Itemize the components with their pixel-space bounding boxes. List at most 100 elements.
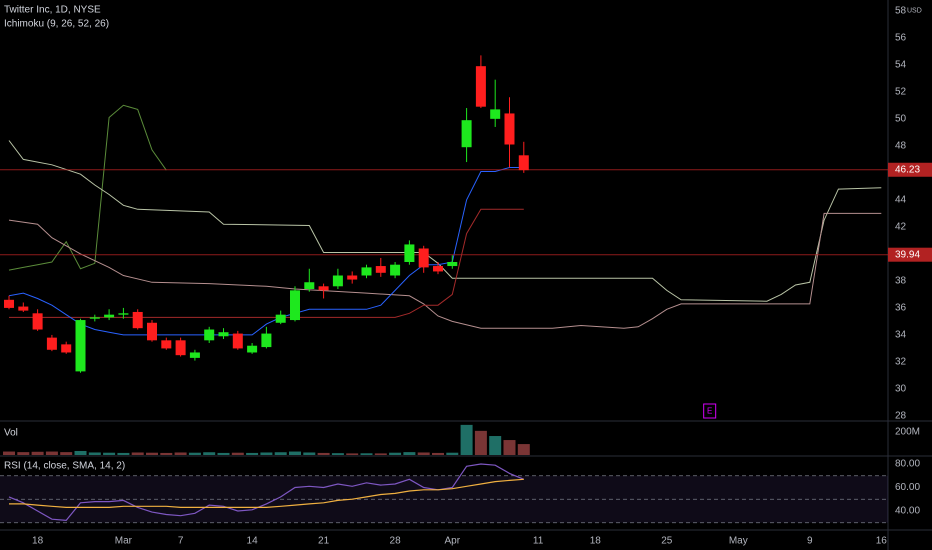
candle-body [447, 261, 458, 267]
x-tick-label: 18 [590, 536, 602, 547]
volume-bar [460, 424, 473, 455]
rsi-line [9, 478, 524, 508]
candle-body [504, 113, 515, 145]
volume-bar [317, 452, 330, 455]
y-tick-label: 42 [895, 222, 907, 233]
candle-body [161, 340, 172, 349]
price-label-bg [888, 162, 932, 177]
candle-body [132, 311, 143, 329]
indicator-title: Ichimoku (9, 26, 52, 26) [4, 19, 109, 30]
candle-body [289, 290, 300, 321]
event-marker [703, 403, 717, 419]
candle-body [432, 266, 443, 272]
candle-body [61, 344, 72, 353]
indicator-line [9, 208, 524, 318]
x-tick-label: May [729, 536, 748, 547]
candle-body [75, 320, 86, 372]
volume-bar [203, 452, 216, 455]
y-tick-label: 32 [895, 357, 907, 368]
x-tick-label: 9 [807, 536, 813, 547]
candle-body [189, 352, 200, 358]
candle-body [4, 299, 15, 308]
candle-body [375, 266, 386, 273]
y-tick-label: 56 [895, 32, 907, 43]
candle-body [404, 244, 415, 262]
x-tick-label: 18 [32, 536, 44, 547]
candle-body [490, 109, 501, 119]
volume-bar [3, 451, 16, 455]
volume-bar [188, 452, 201, 455]
y-tick-label: 34 [895, 330, 907, 341]
x-tick-label: 16 [876, 536, 888, 547]
x-tick-label: 28 [390, 536, 402, 547]
volume-bar [117, 452, 130, 455]
volume-bar [174, 452, 187, 455]
volume-bar [17, 452, 30, 455]
candle-body [18, 306, 29, 311]
y-tick-label: 30 [895, 384, 907, 395]
y-tick-label: 200M [895, 427, 920, 438]
candle-body [104, 314, 115, 318]
volume-bar [60, 452, 73, 455]
volume-bar [360, 453, 373, 455]
marks [0, 55, 888, 524]
candle-body [332, 275, 343, 287]
candle-body [418, 248, 429, 268]
candle-body [275, 314, 286, 323]
y-tick-label: 80.00 [895, 459, 920, 470]
volume-title: Vol [4, 428, 18, 439]
volume-bar [146, 452, 159, 455]
volume-bar [446, 452, 459, 455]
rsi-title: RSI (14, close, SMA, 14, 2) [4, 461, 125, 472]
candle-body [347, 275, 358, 280]
candle-body [204, 329, 215, 341]
y-tick-label: 52 [895, 86, 907, 97]
candle-body [475, 66, 486, 107]
y-tick-label: 58 [895, 5, 907, 16]
y-tick-label: 36 [895, 303, 907, 314]
price-label: 46.23 [895, 164, 920, 175]
candle-body [118, 313, 129, 315]
candle-body [89, 317, 100, 319]
volume-bar [260, 452, 273, 455]
candle-body [147, 322, 158, 341]
volume-bar [74, 450, 87, 455]
volume-bar [346, 453, 359, 455]
x-tick-label: 14 [247, 536, 259, 547]
volume-bar [160, 452, 173, 455]
price-label-bg [888, 247, 932, 262]
candle-body [390, 264, 401, 276]
y-tick-label: 44 [895, 195, 907, 206]
candle-body [247, 345, 258, 353]
candle-body [218, 332, 229, 337]
volume-bar [103, 452, 116, 455]
currency-label: USD [907, 8, 922, 15]
x-tick-label: Apr [445, 536, 461, 547]
candle-body [232, 333, 243, 349]
candle-body [461, 120, 472, 148]
volume-bar [517, 444, 530, 455]
y-tick-label: 38 [895, 276, 907, 287]
volume-bar [503, 440, 516, 455]
candle-body [361, 267, 372, 276]
labels: Twitter Inc, 1D, NYSE Ichimoku (9, 26, 5… [4, 5, 932, 547]
volume-bar [431, 452, 444, 455]
volume-bar [45, 451, 58, 455]
y-tick-label: 50 [895, 113, 907, 124]
volume-bar [374, 453, 387, 455]
y-tick-label: 48 [895, 140, 907, 151]
y-tick-label: 28 [895, 411, 907, 422]
x-tick-label: 21 [318, 536, 330, 547]
volume-bar [403, 452, 416, 455]
candle-body [46, 337, 57, 350]
candle-body [518, 155, 529, 171]
candle-body [318, 286, 329, 291]
volume-bar [474, 430, 487, 455]
y-tick-label: 60.00 [895, 482, 920, 493]
volume-bar [288, 451, 301, 455]
candle-body [175, 340, 186, 356]
volume-bar [231, 452, 244, 455]
volume-bar [31, 451, 44, 455]
